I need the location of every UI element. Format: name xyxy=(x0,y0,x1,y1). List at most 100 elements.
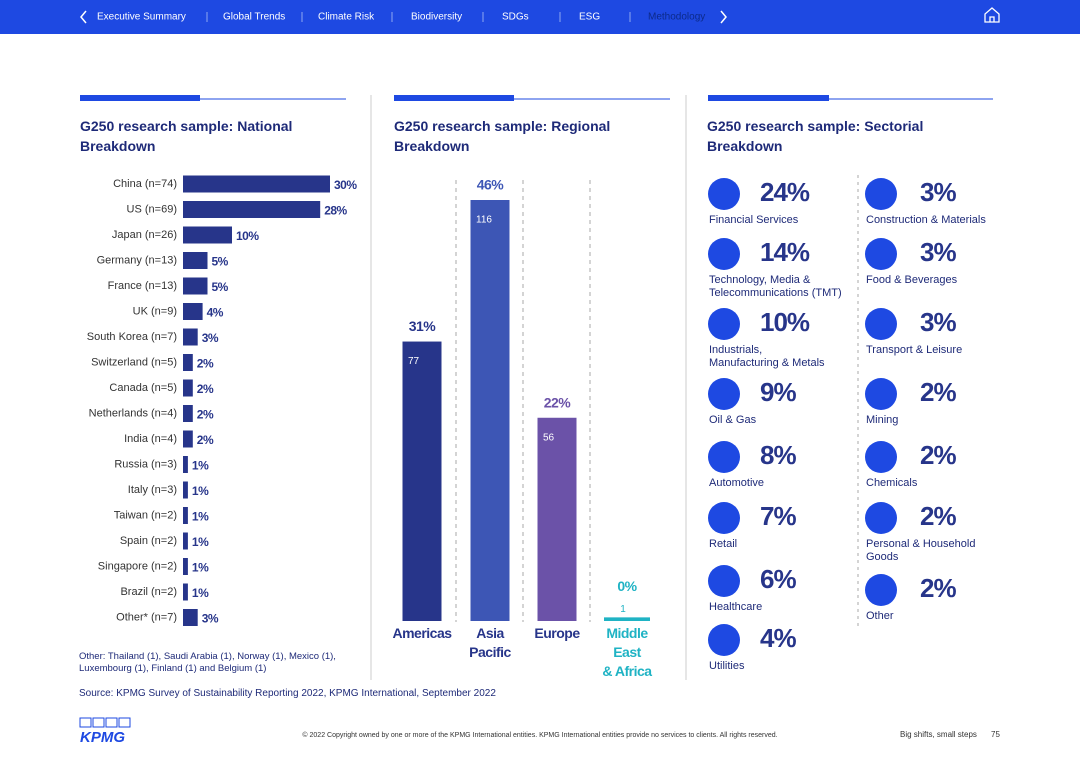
category-label: Russia (n=3) xyxy=(114,458,177,470)
sector-share: 2% xyxy=(920,440,957,470)
category-label: Asia Pacific xyxy=(469,625,511,660)
sector-name: Personal & Household Goods xyxy=(866,538,976,563)
value-label: 2% xyxy=(197,433,214,447)
value-label: 3% xyxy=(202,612,219,626)
category-label: India (n=4) xyxy=(124,433,177,445)
bar xyxy=(183,201,321,218)
sector-name: Oil & Gas xyxy=(709,414,757,426)
sector-icon xyxy=(708,502,740,534)
logo-box xyxy=(105,717,118,728)
copyright: © 2022 Copyright owned by one or more of… xyxy=(302,731,777,739)
sector-icon xyxy=(865,502,897,534)
bar xyxy=(604,617,650,621)
sector-share: 2% xyxy=(920,501,957,531)
nav-back[interactable] xyxy=(80,10,87,24)
logo-box xyxy=(118,717,131,728)
bar xyxy=(183,532,188,550)
count-label: 1 xyxy=(620,604,626,615)
sector-share: 10% xyxy=(760,307,810,337)
home-icon[interactable] xyxy=(984,7,1000,23)
category-label: France (n=13) xyxy=(108,280,177,292)
category-label: Canada (n=5) xyxy=(109,382,177,394)
sector-share: 4% xyxy=(760,623,797,653)
bar xyxy=(183,430,193,448)
bar xyxy=(537,417,577,621)
sector-share: 3% xyxy=(920,237,957,267)
sector-name: Food & Beverages xyxy=(866,274,958,286)
category-label: Italy (n=3) xyxy=(128,484,177,496)
nav-item[interactable]: Global Trends xyxy=(223,12,285,23)
nav-item[interactable]: SDGs xyxy=(502,12,529,23)
nav-item[interactable]: ESG xyxy=(579,12,600,23)
heading-bar xyxy=(708,95,829,101)
value-label: 3% xyxy=(202,331,219,345)
category-label: Netherlands (n=4) xyxy=(89,407,177,419)
value-label: 1% xyxy=(192,561,209,575)
sector-icon xyxy=(865,308,897,340)
nav-bar xyxy=(0,0,1080,34)
sector-name: Chemicals xyxy=(866,477,918,489)
sector-share: 6% xyxy=(760,564,797,594)
category-label: Americas xyxy=(392,625,452,641)
sector-share: 3% xyxy=(920,177,957,207)
bar xyxy=(470,200,510,621)
bar xyxy=(183,303,203,320)
bar xyxy=(183,507,188,524)
sector-icon xyxy=(708,238,740,270)
share-label: 0% xyxy=(617,578,637,594)
value-label: 30% xyxy=(334,178,357,192)
share-label: 46% xyxy=(477,177,505,193)
tagline: Big shifts, small steps xyxy=(900,730,977,739)
sector-share: 7% xyxy=(760,501,797,531)
category-label: Middle East & Africa xyxy=(602,625,652,679)
bar xyxy=(183,456,188,473)
nav-forward[interactable] xyxy=(720,10,727,24)
sector-share: 2% xyxy=(920,573,957,603)
nav-item[interactable]: Executive Summary xyxy=(97,12,186,23)
sector-name: Other xyxy=(866,610,894,622)
logo-box xyxy=(79,717,92,728)
value-label: 4% xyxy=(207,306,224,320)
share-label: 22% xyxy=(544,394,572,410)
footnote: Other: Thailand (1), Saudi Arabia (1), N… xyxy=(79,651,336,674)
source: Source: KPMG Survey of Sustainability Re… xyxy=(79,688,496,699)
logo: KPMG xyxy=(80,729,125,746)
section-title: G250 research sample: Sectorial Breakdow… xyxy=(707,118,924,154)
bar xyxy=(402,341,442,621)
value-label: 1% xyxy=(192,535,209,549)
category-label: Switzerland (n=5) xyxy=(91,356,177,368)
sector-name: Retail xyxy=(709,538,738,550)
heading-bar xyxy=(80,95,200,101)
sector-share: 24% xyxy=(760,177,810,207)
bar xyxy=(183,252,208,269)
bar xyxy=(183,379,193,397)
category-label: Europe xyxy=(534,625,580,641)
nav-item[interactable]: Biodiversity xyxy=(411,12,462,23)
nav-item[interactable]: Methodology xyxy=(648,12,705,23)
share-label: 31% xyxy=(409,318,437,334)
sector-icon xyxy=(708,308,740,340)
chart-title: G250 research sample: National Breakdown xyxy=(80,118,293,154)
nav-item[interactable]: Climate Risk xyxy=(318,12,375,23)
sector-icon xyxy=(708,178,740,210)
sector-icon xyxy=(865,441,897,473)
bar xyxy=(183,558,188,575)
page-number: 75 xyxy=(991,730,1000,739)
category-label: Spain (n=2) xyxy=(120,535,177,547)
count-label: 77 xyxy=(408,356,420,367)
bar xyxy=(183,583,188,601)
bar xyxy=(183,328,198,346)
value-label: 2% xyxy=(197,408,214,422)
sector-name: Technology, Media & Telecommunications (… xyxy=(709,274,842,299)
bar xyxy=(183,405,193,422)
sector-icon xyxy=(708,378,740,410)
sector-share: 9% xyxy=(760,377,797,407)
sector-share: 8% xyxy=(760,440,797,470)
bar xyxy=(183,354,193,371)
category-label: Other* (n=7) xyxy=(116,611,177,623)
sector-name: Industrials, Manufacturing & Metals xyxy=(709,344,825,369)
category-label: Germany (n=13) xyxy=(97,254,177,266)
sector-name: Automotive xyxy=(709,477,765,489)
